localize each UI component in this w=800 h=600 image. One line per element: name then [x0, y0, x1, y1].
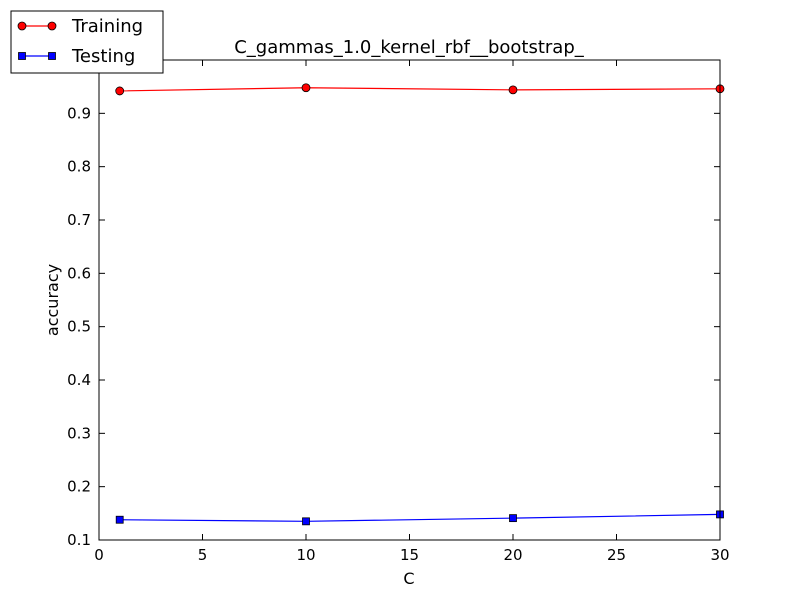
x-tick-label: 15 [400, 546, 419, 564]
training-line [119, 87, 721, 92]
testing-point [509, 514, 517, 523]
training-point [115, 86, 125, 96]
x-tick-label: 30 [710, 546, 729, 564]
y-tick-label: 0.9 [67, 104, 91, 122]
x-tick-label: 20 [503, 546, 522, 564]
x-tick-label: 0 [94, 546, 104, 564]
legend-testing-marker [18, 52, 26, 60]
x-tick-label: 25 [607, 546, 626, 564]
legend-training-marker [17, 21, 27, 31]
legend-box [10, 10, 164, 74]
x-tick-label: 10 [296, 546, 315, 564]
y-tick-label: 0.3 [67, 424, 91, 442]
legend-training-label: Training [71, 16, 143, 37]
y-tick-label: 0.2 [67, 478, 91, 496]
training-point [508, 85, 518, 95]
y-tick-label: 0.8 [67, 158, 91, 176]
training-point [301, 83, 311, 93]
y-tick-label: 0.4 [67, 371, 91, 389]
plot-area [99, 60, 720, 540]
legend-testing-marker [48, 52, 56, 60]
testing-point [115, 515, 124, 524]
testing-line [119, 513, 721, 522]
series-layer [115, 83, 725, 526]
y-axis-label: accuracy [43, 264, 62, 336]
plot-frame [98, 59, 721, 541]
testing-point [302, 517, 310, 526]
y-tick-label: 0.5 [67, 318, 91, 336]
x-axis: 0 5 10 15 20 25 30 [94, 60, 730, 564]
legend-testing-label: Testing [71, 46, 135, 67]
y-tick-label: 0.7 [67, 211, 91, 229]
legend: Training Testing [10, 10, 164, 74]
y-axis: 0.1 0.2 0.3 0.4 0.5 0.6 0.7 0.8 0.9 [67, 104, 720, 549]
y-tick-label: 0.6 [67, 264, 91, 282]
chart-title: C_gammas_1.0_kernel_rbf__bootstrap_ [234, 37, 585, 58]
x-tick-label: 5 [198, 546, 208, 564]
legend-training-marker [47, 21, 57, 31]
x-axis-label: C [403, 569, 414, 588]
y-tick-label: 0.1 [67, 531, 91, 549]
